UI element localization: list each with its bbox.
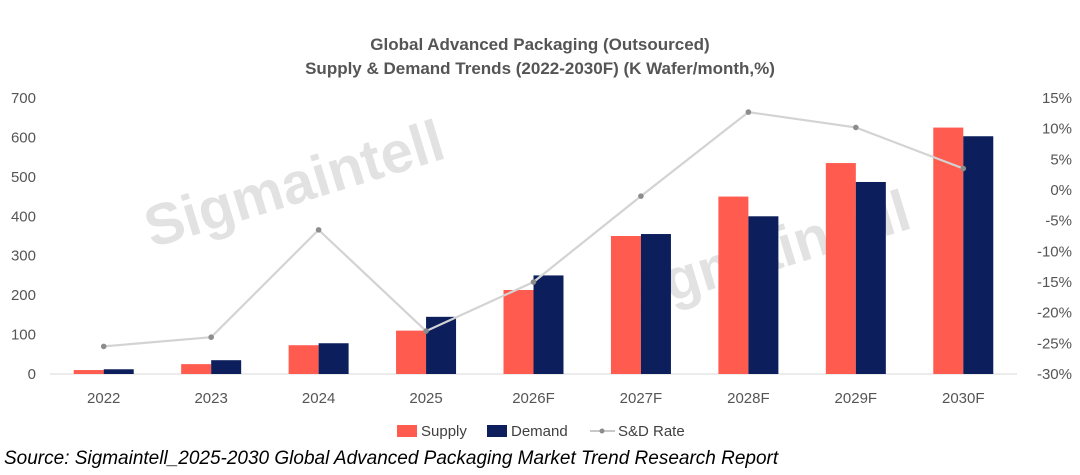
bar-supply xyxy=(503,290,534,374)
legend-label-supply: Supply xyxy=(421,423,467,440)
right-tick-label: 15% xyxy=(1042,90,1072,107)
watermark-left: Sigmaintell xyxy=(137,108,452,261)
right-tick-label: -20% xyxy=(1037,305,1072,322)
bar-supply xyxy=(825,163,856,374)
bar-supply xyxy=(933,127,964,374)
right-tick-label: -5% xyxy=(1045,213,1072,230)
right-tick-label: 5% xyxy=(1050,151,1072,168)
bars xyxy=(73,127,994,374)
legend-swatch-supply xyxy=(397,425,417,437)
bar-supply xyxy=(181,364,212,374)
left-tick-label: 200 xyxy=(11,287,36,304)
bar-demand xyxy=(103,369,134,374)
left-tick-label: 700 xyxy=(11,90,36,107)
legend: Supply Demand S&D Rate xyxy=(397,423,685,440)
x-tick-label: 2025 xyxy=(409,390,442,407)
x-tick-label: 2022 xyxy=(87,390,120,407)
legend-swatch-demand xyxy=(487,425,507,437)
sd-rate-line xyxy=(100,109,967,350)
x-axis-ticks: 2022 2023 2024 2025 2026F 2027F 2028F 2029F 2030… xyxy=(87,390,985,407)
left-tick-label: 0 xyxy=(28,366,36,383)
sd-rate-point xyxy=(100,343,107,350)
left-axis-ticks: 0 100 200 300 400 500 600 700 xyxy=(11,90,36,383)
right-tick-label: -15% xyxy=(1037,274,1072,291)
bar-demand xyxy=(855,181,886,374)
right-tick-label: -25% xyxy=(1037,335,1072,352)
bar-demand xyxy=(748,216,779,374)
bar-supply xyxy=(396,330,427,374)
x-tick-label: 2027F xyxy=(620,390,663,407)
bar-supply xyxy=(288,345,319,374)
legend-marker-sd-rate xyxy=(599,428,605,434)
left-tick-label: 600 xyxy=(11,129,36,146)
bar-demand xyxy=(318,343,349,374)
bar-supply xyxy=(73,370,104,374)
left-tick-label: 300 xyxy=(11,248,36,265)
bar-demand xyxy=(211,360,242,374)
sd-rate-point xyxy=(315,227,322,233)
bar-demand xyxy=(963,136,994,374)
chart-title-line-1: Global Advanced Packaging (Outsourced) xyxy=(370,35,709,54)
bar-supply xyxy=(610,236,641,374)
source-note: Source: Sigmaintell_2025-2030 Global Adv… xyxy=(4,448,779,469)
chart-title-line-2: Supply & Demand Trends (2022-2030F) (K W… xyxy=(305,59,775,78)
sd-rate-point xyxy=(208,334,214,341)
left-tick-label: 100 xyxy=(11,327,36,344)
right-tick-label: 0% xyxy=(1050,182,1072,199)
legend-label-demand: Demand xyxy=(511,423,568,440)
x-tick-label: 2028F xyxy=(727,390,770,407)
legend-label-sd-rate: S&D Rate xyxy=(618,423,685,440)
left-tick-label: 400 xyxy=(11,208,36,225)
bar-demand xyxy=(533,275,564,374)
right-axis-ticks: -30% -25% -20% -15% -10% -5% 0% 5% 10% 15% xyxy=(1037,90,1072,383)
sd-rate-point xyxy=(638,193,644,199)
bar-demand xyxy=(426,316,457,374)
sd-rate-point xyxy=(423,328,429,334)
bar-supply xyxy=(718,196,749,374)
right-tick-label: 10% xyxy=(1042,121,1072,138)
sd-rate-point xyxy=(530,279,537,285)
x-tick-label: 2024 xyxy=(302,390,335,407)
x-tick-label: 2029F xyxy=(835,390,878,407)
right-tick-label: -10% xyxy=(1037,243,1072,260)
x-tick-label: 2030F xyxy=(942,390,985,407)
sd-rate-point xyxy=(745,109,752,115)
right-tick-label: -30% xyxy=(1037,366,1072,383)
sd-rate-point xyxy=(960,165,967,172)
x-tick-label: 2023 xyxy=(194,390,227,407)
x-tick-label: 2026F xyxy=(512,390,555,407)
bar-demand xyxy=(640,234,671,374)
sd-rate-point xyxy=(853,124,859,131)
left-tick-label: 500 xyxy=(11,169,36,186)
